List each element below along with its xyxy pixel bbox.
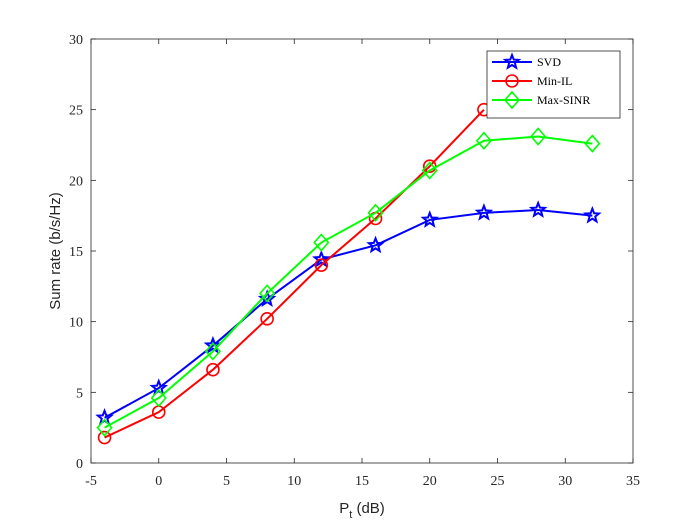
y-tick-label: 20 [69, 174, 83, 189]
data-point-min-il [260, 312, 274, 326]
data-point-max-sinr [204, 342, 222, 361]
data-point-min-il [314, 258, 329, 272]
data-point-svd [528, 200, 548, 218]
y-tick-label: 5 [76, 386, 83, 401]
data-point-max-sinr [367, 203, 384, 223]
x-axis-label: Pt (dB) [339, 500, 385, 521]
x-axis-label-unit: (dB) [352, 500, 385, 517]
x-tick-label: 35 [626, 474, 640, 489]
y-tick-label: 15 [69, 245, 83, 260]
data-point-svd [420, 210, 440, 228]
x-tick-label: 5 [223, 474, 230, 489]
legend-label-min-il: Min-IL [537, 74, 572, 88]
data-point-svd [312, 249, 331, 268]
y-tick-label: 25 [69, 104, 83, 119]
x-tick-label: 20 [423, 474, 437, 489]
data-point-min-il [206, 362, 220, 377]
y-tick-label: 30 [69, 33, 83, 48]
data-point-max-sinr [530, 127, 547, 146]
y-axis-label: Sum rate (b/s/Hz) [47, 192, 64, 310]
x-tick-label: 10 [287, 474, 301, 489]
legend-marker-max-sinr [503, 90, 521, 110]
series-max-sinr [96, 127, 601, 437]
data-point-max-sinr [475, 131, 493, 150]
data-point-svd [203, 335, 223, 354]
series-line-max-sinr [104, 135, 593, 429]
series-layer [95, 102, 602, 445]
x-tick-label: -5 [85, 474, 97, 489]
y-tick-label: 0 [76, 457, 83, 472]
series-line-svd [104, 209, 593, 419]
data-point-svd [474, 203, 494, 221]
legend-label-svd: SVD [537, 55, 561, 69]
y-tick-label: 10 [69, 316, 83, 331]
data-point-min-il [97, 430, 112, 445]
data-point-max-sinr [421, 161, 438, 180]
legend: SVD Min-IL Max-SINR [486, 50, 621, 119]
data-point-svd [366, 235, 385, 254]
x-tick-label: 0 [155, 474, 162, 489]
data-point-max-sinr [584, 134, 601, 153]
legend-marker-svd [502, 52, 522, 70]
data-point-max-sinr [96, 418, 113, 437]
legend-marker-min-il [505, 74, 519, 88]
series-line-min-il [104, 108, 485, 439]
x-axis-label-subscript: t [349, 509, 352, 521]
x-tick-label: 25 [491, 474, 505, 489]
data-point-svd [583, 205, 602, 224]
data-point-max-sinr [259, 284, 276, 303]
x-tick-label: 15 [355, 474, 369, 489]
x-tick-label: 30 [558, 474, 572, 489]
x-axis-label-main: P [339, 500, 349, 517]
legend-label-max-sinr: Max-SINR [537, 93, 590, 107]
data-point-max-sinr [150, 388, 167, 408]
data-point-max-sinr [313, 233, 330, 252]
